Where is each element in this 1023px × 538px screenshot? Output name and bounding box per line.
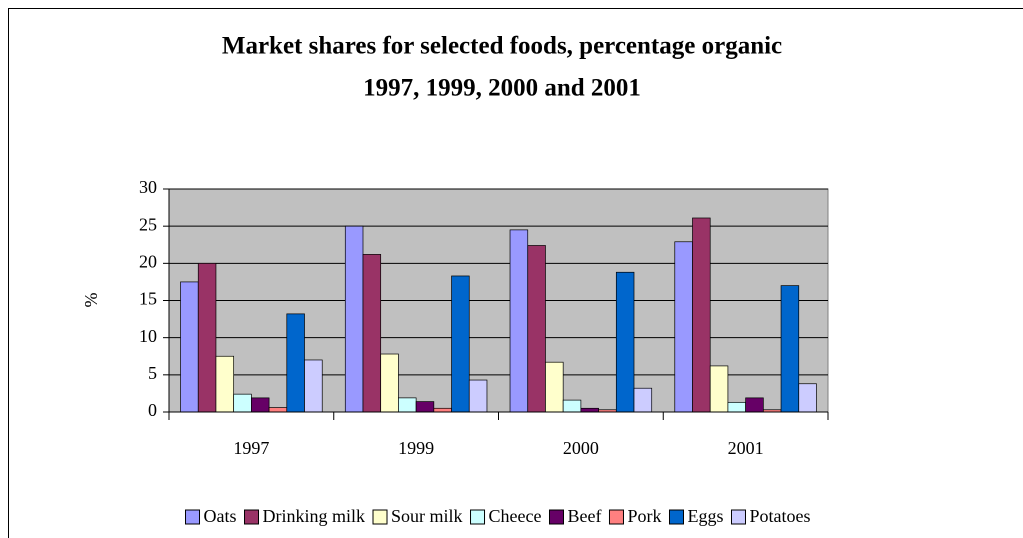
legend-label: Drinking milk [263, 506, 366, 526]
y-tick-label: 5 [148, 363, 157, 383]
bar [633, 387, 653, 413]
bar [286, 313, 305, 413]
bar [709, 365, 729, 413]
chart-subtitle: 1997, 1999, 2000 and 2001 [363, 75, 641, 102]
bar [780, 285, 800, 413]
legend-swatch [372, 509, 388, 525]
bar [344, 225, 364, 413]
legend-label: Potatoes [749, 506, 810, 526]
x-tick-label: 2001 [728, 438, 764, 458]
bar [674, 241, 693, 413]
legend-swatch [470, 509, 486, 525]
bar [745, 397, 764, 413]
legend-label: Beef [567, 506, 601, 526]
bar [562, 399, 582, 413]
legend-swatch [244, 509, 260, 525]
bar [433, 407, 452, 413]
bar [251, 397, 270, 413]
legend-swatch [185, 509, 201, 525]
y-axis-label: % [81, 293, 101, 308]
y-tick-label: 25 [139, 214, 157, 234]
legend-swatch [548, 509, 564, 525]
x-tick-label: 2000 [563, 438, 599, 458]
bar [468, 379, 488, 413]
bar [615, 271, 635, 413]
legend-label: Eggs [687, 506, 723, 526]
bar [215, 355, 235, 413]
bar [509, 229, 529, 413]
legend-swatch [668, 509, 684, 525]
bar [180, 281, 199, 413]
x-tick-label: 1999 [398, 438, 434, 458]
legend-label: Sour milk [391, 506, 463, 526]
y-tick-label: 10 [139, 326, 157, 346]
chart-title: Market shares for selected foods, percen… [222, 33, 782, 60]
bar [398, 397, 417, 413]
bar [527, 245, 546, 413]
bar [545, 361, 564, 413]
bar [268, 407, 288, 413]
x-tick-label: 1997 [233, 438, 269, 458]
bar [197, 262, 217, 413]
bar [304, 359, 323, 413]
bar [798, 383, 817, 413]
bar [233, 393, 252, 413]
legend-label: Oats [204, 506, 237, 526]
legend-label: Cheece [489, 506, 542, 526]
y-tick-label: 0 [148, 400, 157, 420]
bar [415, 401, 435, 413]
bar [692, 217, 711, 413]
legend-label: Pork [627, 506, 661, 526]
legend-swatch [608, 509, 624, 525]
bar [451, 275, 470, 413]
y-tick-label: 15 [139, 289, 157, 309]
bar [380, 353, 399, 413]
bar [727, 401, 746, 413]
bar [580, 407, 599, 413]
legend-swatch [730, 509, 746, 525]
bar [362, 254, 382, 413]
y-tick-label: 20 [139, 251, 157, 271]
y-tick-label: 30 [139, 177, 157, 197]
